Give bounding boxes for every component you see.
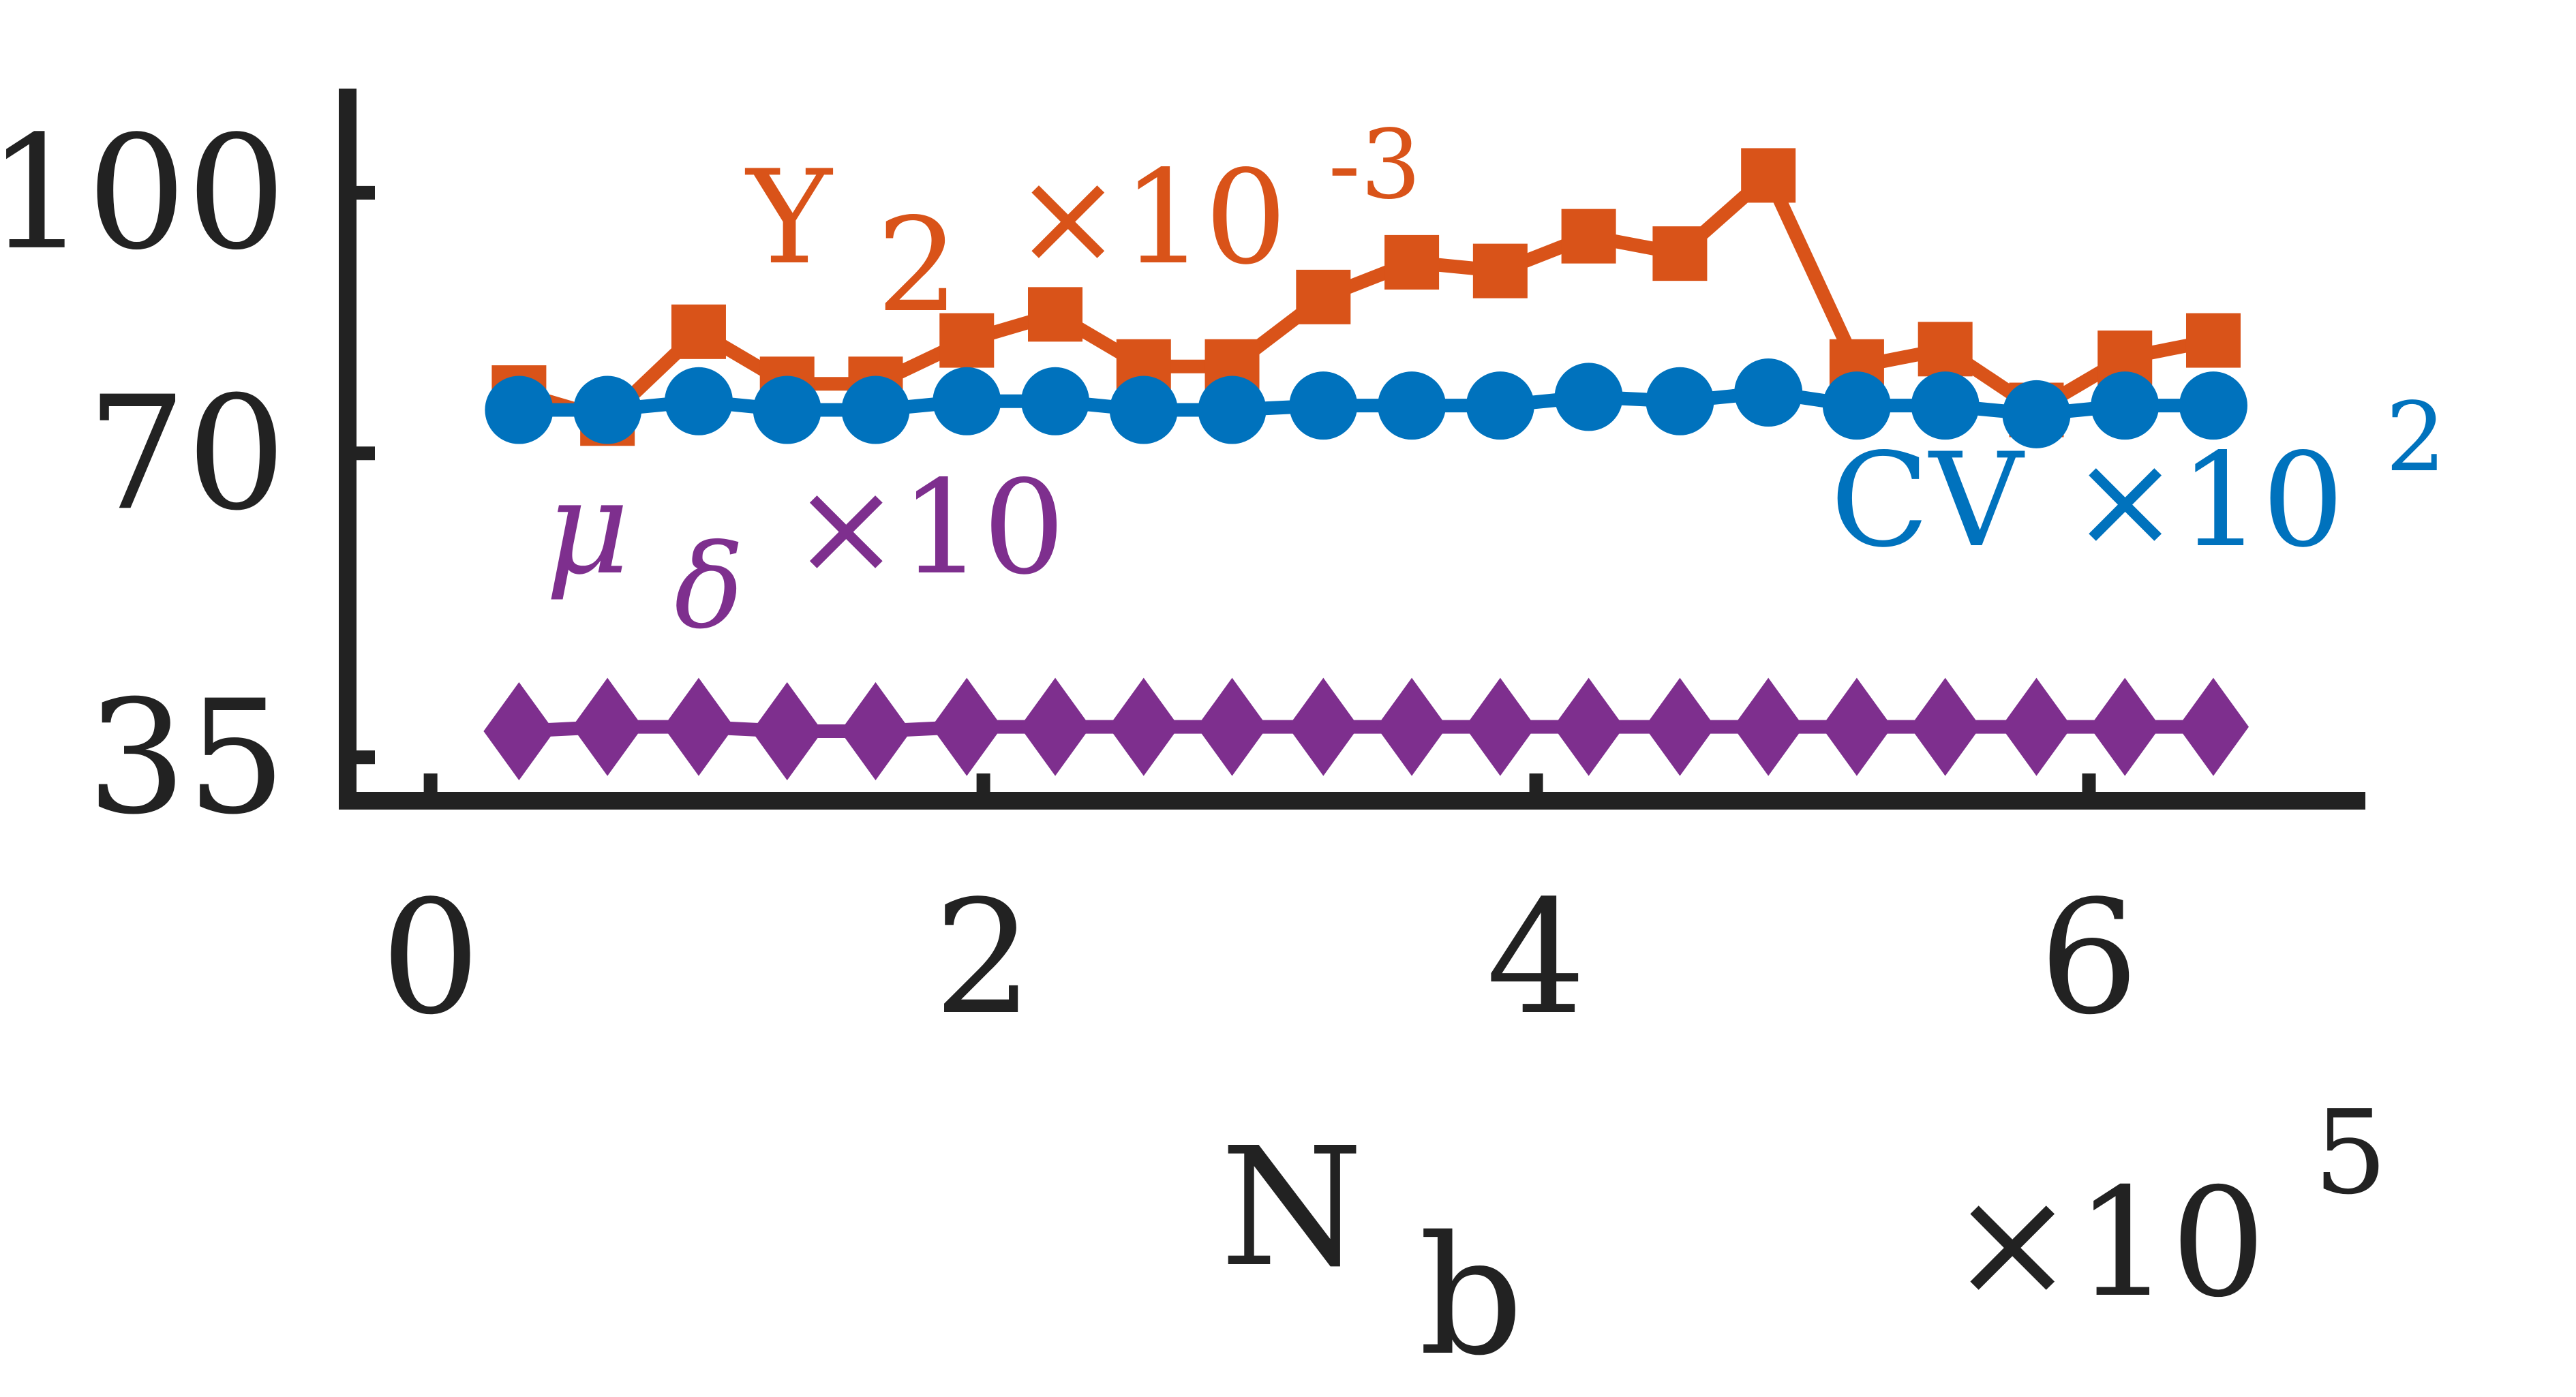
data-point-diamond	[2001, 677, 2072, 776]
data-point-square	[939, 313, 995, 368]
data-point-diamond	[2177, 677, 2249, 776]
x-tick-label: 0	[380, 868, 480, 1049]
data-point-diamond	[1733, 677, 1804, 776]
data-point-diamond	[1020, 677, 1091, 776]
data-point-circle	[1109, 375, 1178, 444]
data-point-square	[1472, 243, 1528, 298]
data-point-circle	[753, 375, 821, 444]
data-point-square	[1741, 148, 1796, 203]
x-tick-label: 6	[2039, 868, 2138, 1049]
data-point-circle	[1198, 375, 1267, 444]
x-axis-label: N b	[1220, 1112, 1524, 1392]
series-label-mu-name: μ	[545, 452, 629, 603]
data-point-circle	[1734, 358, 1803, 427]
data-point-diamond	[1909, 677, 1981, 776]
data-point-diamond	[840, 682, 911, 781]
data-point-square	[1384, 234, 1440, 290]
series-label-cv: CV ×10 2	[1830, 382, 2446, 576]
data-point-diamond	[1644, 677, 1716, 776]
data-point-diamond	[1196, 677, 1268, 776]
data-point-square	[671, 304, 726, 359]
y-tick-label: 35	[87, 667, 286, 849]
series-label-y2-exp: -3	[1329, 110, 1421, 221]
data-point-diamond	[1108, 677, 1179, 776]
data-point-circle	[1378, 371, 1446, 440]
data-point-diamond	[751, 682, 823, 781]
series-label-y2-sub: 2	[877, 190, 959, 341]
axes: 35 70 100 0 2 4 6	[0, 89, 2365, 1049]
data-point-circle	[1646, 367, 1714, 435]
data-point-circle	[1554, 363, 1623, 431]
data-point-circle	[1911, 371, 1980, 440]
series-label-y2: Y 2 ×10 -3	[744, 110, 1421, 341]
series-label-cv-exp: 2	[2385, 382, 2446, 493]
x-axis-multiplier-exp: 5	[2314, 1086, 2387, 1221]
data-point-circle	[933, 367, 1001, 435]
data-point-circle	[1822, 371, 1891, 440]
data-point-diamond	[1464, 677, 1536, 776]
x-tick-label: 2	[933, 868, 1033, 1049]
series-layer	[483, 148, 2249, 781]
data-point-diamond	[1288, 677, 1359, 776]
data-point-diamond	[572, 677, 643, 776]
y-tick-label: 70	[87, 363, 286, 545]
y-tick-label: 100	[0, 103, 286, 285]
x-axis-multiplier-base: ×10	[1950, 1156, 2266, 1330]
data-point-circle	[485, 375, 554, 444]
data-point-circle	[664, 367, 733, 435]
data-point-square	[1918, 322, 1973, 377]
labels: Y 2 ×10 -3 CV ×10 2 μ δ ×10 N b ×10 5	[545, 110, 2446, 1392]
data-point-diamond	[1376, 677, 1448, 776]
data-point-circle	[841, 375, 910, 444]
series-label-cv-name: CV	[1830, 425, 2025, 576]
data-point-square	[1296, 269, 1351, 324]
series-label-y2-name: Y	[744, 142, 834, 293]
x-tick-label: 4	[1486, 868, 1586, 1049]
data-point-diamond	[1553, 677, 1624, 776]
data-point-circle	[1466, 371, 1534, 440]
data-point-diamond	[663, 677, 734, 776]
data-point-square	[2185, 313, 2241, 368]
data-point-circle	[2091, 371, 2160, 440]
data-point-diamond	[931, 677, 1003, 776]
data-point-square	[1028, 287, 1083, 342]
data-point-square	[1561, 209, 1616, 264]
series-label-y2-mult: ×10	[1014, 142, 1287, 293]
data-point-circle	[2002, 380, 2071, 448]
series-label-mu: μ δ ×10	[545, 452, 1065, 658]
data-point-circle	[573, 375, 642, 444]
x-axis-label-sub: b	[1419, 1201, 1524, 1392]
data-point-diamond	[483, 682, 555, 781]
series-diamond	[483, 677, 2249, 781]
x-axis-label-main: N	[1220, 1112, 1363, 1303]
data-point-circle	[1021, 367, 1090, 435]
series-label-mu-sub: δ	[674, 520, 744, 655]
series-circle	[485, 358, 2247, 448]
data-point-circle	[1289, 371, 1358, 440]
data-point-square	[1652, 226, 1708, 281]
data-point-circle	[2179, 371, 2247, 440]
series-label-cv-mult: ×10	[2071, 425, 2344, 576]
data-point-diamond	[1821, 677, 1892, 776]
x-axis-multiplier: ×10 5	[1950, 1086, 2387, 1330]
series-label-mu-mult: ×10	[792, 452, 1065, 603]
data-point-diamond	[2089, 677, 2161, 776]
